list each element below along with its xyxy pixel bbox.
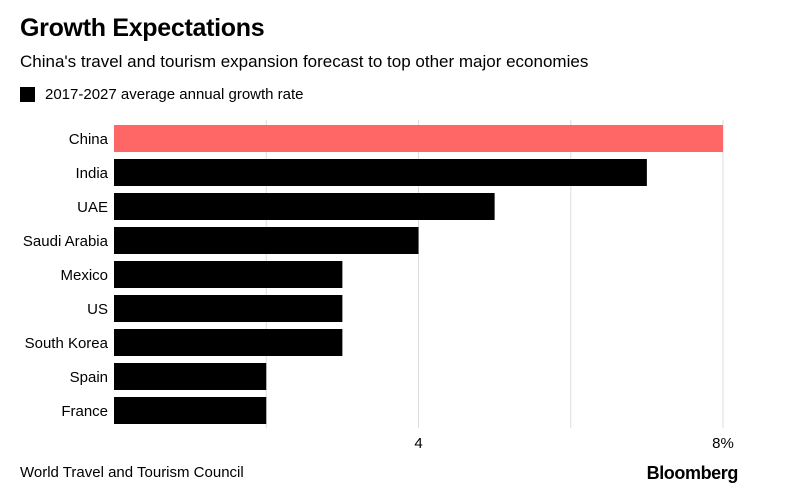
- source-note: World Travel and Tourism Council: [20, 464, 244, 481]
- bar-france: [114, 397, 267, 424]
- x-tick-label-8: 8%: [712, 435, 734, 452]
- legend-label: 2017-2027 average annual growth rate: [45, 86, 304, 103]
- brand-logo: Bloomberg: [646, 463, 739, 483]
- bar-south-korea: [114, 329, 343, 356]
- legend-swatch: [20, 87, 35, 102]
- bar-us: [114, 295, 343, 322]
- category-label-china: China: [69, 131, 109, 148]
- category-label-spain: Spain: [70, 369, 108, 386]
- category-label-uae: UAE: [77, 199, 108, 216]
- chart-subtitle: China's travel and tourism expansion for…: [20, 52, 589, 71]
- category-label-saudi-arabia: Saudi Arabia: [23, 233, 109, 250]
- x-tick-label-4: 4: [414, 435, 422, 452]
- bar-spain: [114, 363, 267, 390]
- category-label-us: US: [87, 301, 108, 318]
- chart-title: Growth Expectations: [20, 14, 265, 42]
- category-label-south-korea: South Korea: [25, 335, 109, 352]
- bar-india: [114, 159, 647, 186]
- bar-china: [114, 125, 723, 152]
- category-label-france: France: [61, 403, 108, 420]
- category-label-mexico: Mexico: [60, 267, 108, 284]
- bar-uae: [114, 193, 495, 220]
- bar-saudi-arabia: [114, 227, 419, 254]
- category-label-india: India: [75, 165, 108, 182]
- bar-mexico: [114, 261, 343, 288]
- chart-legend: 2017-2027 average annual growth rate: [20, 86, 304, 103]
